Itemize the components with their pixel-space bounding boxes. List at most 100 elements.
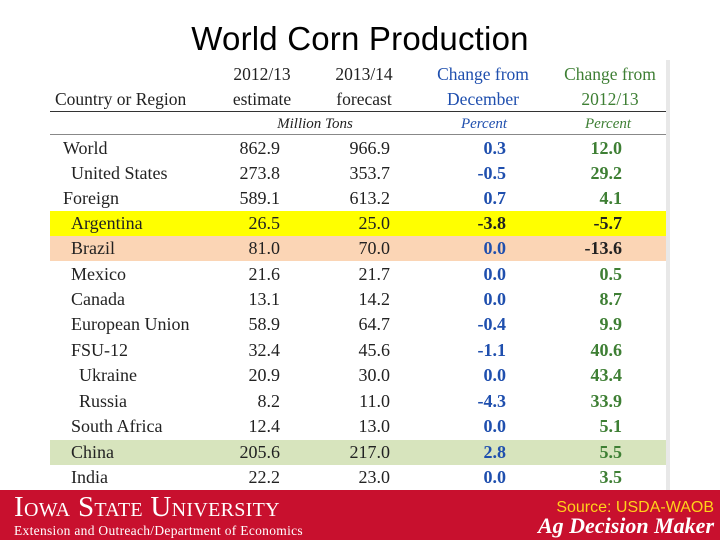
col1-header-line1: 2012/13 [233, 64, 291, 84]
col0-header: Country or Region [55, 89, 187, 109]
units-million-tons: Million Tons [277, 116, 353, 132]
row-forecast: 30.0 [358, 365, 391, 385]
row-change-december: 0.0 [483, 365, 507, 385]
row-name: World [63, 138, 108, 158]
row-change-prev: -13.6 [584, 238, 623, 258]
table-row: Mexico 21.6 21.7 0.0 0.5 [50, 262, 666, 287]
col2-header-line1: 2013/14 [335, 64, 393, 84]
row-change-december: -0.4 [477, 314, 507, 334]
row-name: FSU-12 [71, 340, 129, 360]
row-change-prev: 5.5 [599, 442, 623, 462]
row-change-december: 0.0 [483, 467, 507, 487]
row-change-prev: 43.4 [590, 365, 623, 385]
col3-header-line1: Change from [437, 64, 529, 84]
table-row: United States 273.8 353.7 -0.5 29.2 [50, 161, 666, 186]
row-name: Ukraine [79, 365, 137, 385]
table-row: South Africa 12.4 13.0 0.0 5.1 [50, 414, 666, 439]
row-forecast: 11.0 [359, 391, 390, 411]
row-change-december: 0.3 [483, 138, 507, 158]
col1-header-line2: estimate [232, 89, 292, 109]
row-estimate: 862.9 [239, 138, 281, 158]
row-estimate: 13.1 [248, 289, 281, 309]
row-name: China [71, 442, 114, 462]
col3-header-line2: December [447, 89, 519, 109]
row-estimate: 273.8 [239, 163, 281, 183]
row-change-prev: 5.1 [599, 416, 623, 436]
row-name: Mexico [71, 264, 126, 284]
row-estimate: 26.5 [248, 213, 281, 233]
row-change-december: 0.0 [483, 416, 507, 436]
row-change-prev: 8.7 [599, 289, 623, 309]
row-estimate: 81.0 [248, 238, 281, 258]
university-name: Iowa State University [14, 491, 280, 523]
units-rule [50, 134, 666, 135]
table-row: Canada 13.1 14.2 0.0 8.7 [50, 287, 666, 312]
row-forecast: 14.2 [358, 289, 391, 309]
col4-header-line1: Change from [564, 64, 656, 84]
row-name: United States [71, 163, 168, 183]
row-change-prev: 4.1 [599, 188, 623, 208]
department-text: Extension and Outreach/Department of Eco… [14, 523, 303, 538]
row-estimate: 589.1 [239, 188, 281, 208]
row-forecast: 353.7 [349, 163, 391, 183]
row-estimate: 20.9 [248, 365, 281, 385]
row-estimate: 32.4 [248, 340, 281, 360]
row-change-prev: 33.9 [590, 391, 623, 411]
row-change-december: 0.7 [483, 188, 507, 208]
col4-header-line2: 2012/13 [581, 89, 639, 109]
row-change-december: -4.3 [477, 391, 507, 411]
row-change-prev: 40.6 [590, 340, 623, 360]
table-row: Ukraine 20.9 30.0 0.0 43.4 [50, 363, 666, 388]
row-name: India [71, 467, 108, 487]
table-row: Foreign 589.1 613.2 0.7 4.1 [50, 186, 666, 211]
row-name: Argentina [71, 213, 143, 233]
row-forecast: 23.0 [358, 467, 391, 487]
row-estimate: 8.2 [257, 391, 281, 411]
ag-decision-maker-logo: Ag Decision Maker [538, 513, 714, 538]
table-row: FSU-12 32.4 45.6 -1.1 40.6 [50, 338, 666, 363]
units-percent-dec: Percent [460, 116, 508, 132]
table-row-highlight-yellow: Argentina 26.5 25.0 -3.8 -5.7 [50, 211, 666, 236]
row-forecast: 613.2 [349, 188, 391, 208]
table-row: India 22.2 23.0 0.0 3.5 [50, 465, 666, 490]
row-estimate: 12.4 [248, 416, 281, 436]
university-logo: Iowa State University [14, 490, 280, 524]
row-change-prev: 29.2 [590, 163, 623, 183]
row-forecast: 217.0 [349, 442, 391, 462]
table-row-highlight-peach: Brazil 81.0 70.0 0.0 -13.6 [50, 236, 666, 261]
row-change-prev: 9.9 [599, 314, 623, 334]
row-change-december: -1.1 [477, 340, 507, 360]
footer-bar: Iowa State University Extension and Outr… [0, 490, 720, 540]
row-forecast: 25.0 [358, 213, 391, 233]
row-forecast: 966.9 [349, 138, 391, 158]
row-forecast: 21.7 [358, 264, 391, 284]
table-edge [666, 60, 670, 490]
row-change-december: 0.0 [483, 264, 507, 284]
row-forecast: 64.7 [358, 314, 391, 334]
row-estimate: 205.6 [239, 442, 281, 462]
row-change-december: 2.8 [483, 442, 507, 462]
table-row: Russia 8.2 11.0 -4.3 33.9 [50, 389, 666, 414]
col2-header-line2: forecast [336, 89, 392, 109]
row-forecast: 70.0 [358, 238, 391, 258]
row-estimate: 21.6 [248, 264, 281, 284]
row-name: Russia [79, 391, 128, 411]
row-forecast: 13.0 [358, 416, 391, 436]
row-estimate: 22.2 [248, 467, 281, 487]
row-name: Canada [71, 289, 125, 309]
row-change-prev: 3.5 [599, 467, 623, 487]
row-change-december: -0.5 [477, 163, 507, 183]
row-change-prev: -5.7 [593, 213, 623, 233]
row-name: Brazil [71, 238, 115, 258]
row-estimate: 58.9 [248, 314, 281, 334]
row-highlight [50, 211, 666, 236]
row-change-december: 0.0 [483, 289, 507, 309]
row-name: South Africa [71, 416, 163, 436]
slide-title: World Corn Production [191, 20, 529, 57]
row-change-december: 0.0 [483, 238, 507, 258]
table-row: European Union 58.9 64.7 -0.4 9.9 [50, 312, 666, 337]
row-change-december: -3.8 [477, 213, 507, 233]
table-row: World 862.9 966.9 0.3 12.0 [50, 136, 666, 161]
row-change-prev: 12.0 [590, 138, 623, 158]
header-rule [50, 111, 666, 112]
